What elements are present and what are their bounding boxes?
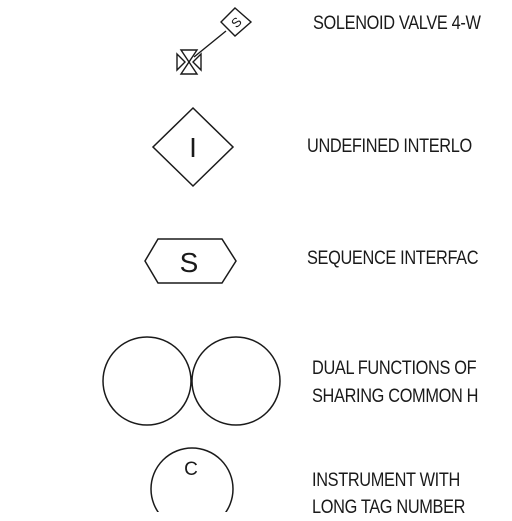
dual-functions-label-line2: SHARING COMMON H	[312, 386, 479, 407]
sequence-glyph: S	[180, 247, 199, 278]
undefined-interlock-label: UNDEFINED INTERLO	[307, 136, 472, 157]
dual-functions-label-line1: DUAL FUNCTIONS OF	[312, 358, 477, 379]
solenoid-valve-label: SOLENOID VALVE 4-W	[313, 13, 481, 34]
undefined-interlock-diamond: I	[151, 106, 235, 188]
left-circle	[102, 336, 192, 426]
sequence-interface-label: SEQUENCE INTERFAC	[307, 248, 479, 269]
sequence-interface-hexagon: S	[144, 238, 237, 284]
dual-function-circles	[102, 336, 281, 426]
solenoid-valve-symbol: S	[176, 7, 253, 75]
instrument-label-line1: INSTRUMENT WITH	[312, 470, 460, 491]
interlock-glyph: I	[189, 132, 197, 163]
instrument-long-tag-circle: C	[150, 447, 234, 512]
instrument-label-line2: LONG TAG NUMBER	[312, 497, 466, 518]
instrument-glyph: C	[184, 459, 198, 480]
right-circle	[191, 336, 281, 426]
solenoid-diamond-icon	[220, 7, 253, 37]
